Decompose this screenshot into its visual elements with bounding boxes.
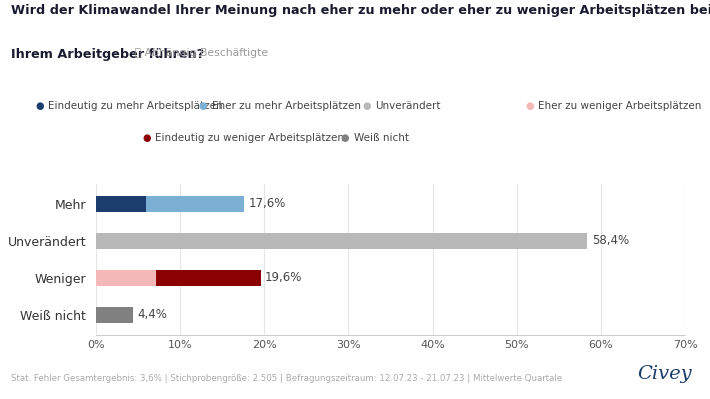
Bar xyxy=(96,233,587,249)
Text: ●: ● xyxy=(142,132,151,143)
Text: 58,4%: 58,4% xyxy=(591,234,629,247)
Bar xyxy=(96,270,156,286)
Text: 4,4%: 4,4% xyxy=(137,308,167,321)
Text: 19,6%: 19,6% xyxy=(265,271,302,284)
Text: Weiß nicht: Weiß nicht xyxy=(354,132,408,143)
Text: Eher zu mehr Arbeitsplätzen: Eher zu mehr Arbeitsplätzen xyxy=(212,101,361,111)
Text: Eindeutig zu mehr Arbeitsplätzen: Eindeutig zu mehr Arbeitsplätzen xyxy=(48,101,223,111)
Bar xyxy=(156,270,261,286)
Text: Eindeutig zu weniger Arbeitsplätzen: Eindeutig zu weniger Arbeitsplätzen xyxy=(155,132,344,143)
Text: Unverändert: Unverändert xyxy=(375,101,440,111)
Text: ●: ● xyxy=(199,101,207,111)
Text: ●: ● xyxy=(525,101,534,111)
Text: ●: ● xyxy=(362,101,371,111)
Text: Civey: Civey xyxy=(638,365,692,383)
Text: Eher zu weniger Arbeitsplätzen: Eher zu weniger Arbeitsplätzen xyxy=(538,101,701,111)
Text: Ihrem Arbeitgeber führen?: Ihrem Arbeitgeber führen? xyxy=(11,48,204,61)
Text: ⓘ Abhängig Beschäftigte: ⓘ Abhängig Beschäftigte xyxy=(131,48,268,58)
Text: 17,6%: 17,6% xyxy=(248,198,285,210)
Text: Wird der Klimawandel Ihrer Meinung nach eher zu mehr oder eher zu weniger Arbeit: Wird der Klimawandel Ihrer Meinung nach … xyxy=(11,4,710,17)
Bar xyxy=(146,196,244,211)
Text: Stat. Fehler Gesamtergebnis: 3,6% | Stichprobengröße: 2.505 | Befragungszeitraum: Stat. Fehler Gesamtergebnis: 3,6% | Stic… xyxy=(11,374,562,383)
Text: ●: ● xyxy=(341,132,349,143)
Bar xyxy=(96,307,133,322)
Bar xyxy=(96,196,146,211)
Text: ●: ● xyxy=(36,101,44,111)
